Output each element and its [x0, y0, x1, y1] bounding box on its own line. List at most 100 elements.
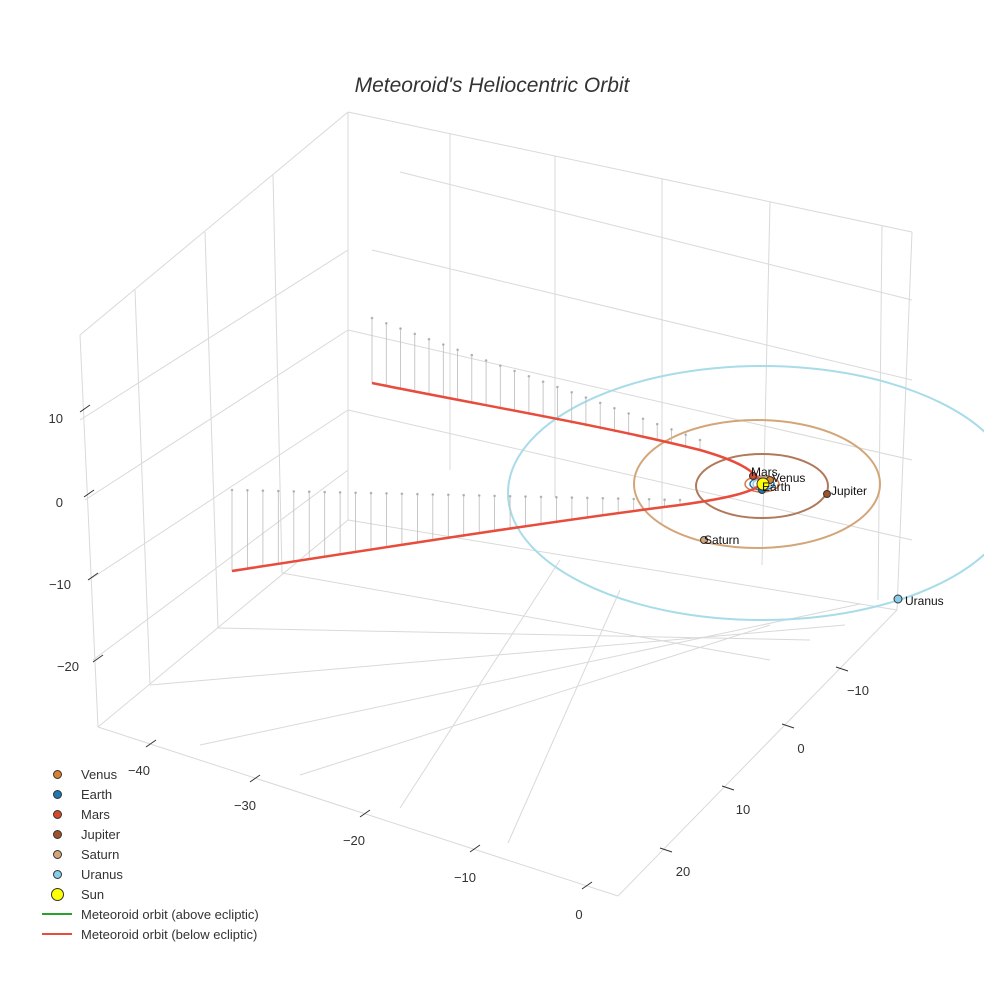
drop-line-tip	[655, 422, 659, 426]
legend-item-uranus[interactable]: Uranus	[40, 864, 259, 884]
sun[interactable]	[756, 477, 770, 491]
drop-line-tip	[261, 489, 265, 493]
drop-line-tip	[627, 412, 630, 415]
planet-saturn[interactable]	[700, 536, 708, 544]
legend-label: Meteoroid orbit (below ecliptic)	[81, 926, 258, 942]
legend-line-below	[42, 933, 72, 935]
drop-line-tip	[698, 438, 702, 442]
drop-line-tip	[678, 498, 682, 502]
x-tick-label: −40	[128, 763, 150, 778]
drop-line-tip	[413, 332, 417, 336]
drop-line-tip	[354, 491, 357, 495]
drop-line-tip	[613, 406, 616, 410]
label-venus: Venus	[772, 471, 805, 485]
drop-line-tip	[570, 496, 574, 499]
drop-line-tip	[385, 492, 388, 495]
drop-line-tip	[484, 359, 488, 362]
orbit-saturn	[633, 419, 881, 549]
drop-line-tip	[230, 488, 234, 492]
drop-line-tip	[555, 495, 558, 499]
y-tick-label: −10	[847, 683, 869, 698]
x-tick-label: 0	[575, 907, 582, 922]
label-jupiter: Jupiter	[831, 484, 867, 498]
legend-label: Earth	[81, 786, 113, 802]
z-tick-label: 10	[49, 411, 63, 426]
drop-line-tip	[524, 495, 527, 498]
drop-line-tip	[369, 491, 373, 495]
drop-line-tip	[456, 348, 459, 352]
drop-line-tip	[323, 490, 327, 494]
y-tick-label: 0	[797, 741, 804, 756]
z-tick-label: −20	[57, 659, 79, 674]
drop-line-tip	[441, 343, 445, 346]
chart-title: Meteoroid's Heliocentric Orbit	[354, 74, 630, 97]
drop-line-tip	[307, 490, 311, 494]
drop-line-tip	[493, 494, 496, 498]
drop-line-tip	[508, 494, 512, 498]
legend-marker-venus	[52, 769, 62, 779]
z-tick-label: −10	[49, 577, 71, 592]
legend-item-meteoroid-below[interactable]: Meteoroid orbit (below ecliptic)	[40, 924, 259, 944]
drop-line-tip	[601, 496, 605, 500]
legend-marker-earth	[52, 789, 62, 799]
drop-line-tip	[513, 369, 516, 373]
legend-item-earth[interactable]: Earth	[40, 784, 259, 804]
x-tick-label: −20	[343, 833, 365, 848]
drop-line-tip	[663, 498, 666, 502]
drop-line-tip	[446, 493, 450, 497]
planet-mars[interactable]	[749, 472, 757, 480]
legend-marker-uranus	[52, 869, 62, 879]
legend-item-meteoroid-above[interactable]: Meteoroid orbit (above ecliptic)	[40, 904, 259, 924]
y-tick-label: 20	[676, 864, 690, 879]
label-saturn: Saturn	[704, 533, 739, 547]
planet-uranus[interactable]	[893, 594, 903, 604]
legend-item-saturn[interactable]: Saturn	[40, 844, 259, 864]
drop-line-tip	[462, 493, 466, 497]
legend-line-above	[42, 913, 72, 915]
legend-marker-saturn	[52, 849, 62, 859]
legend-label: Saturn	[81, 846, 120, 862]
legend-item-venus[interactable]: Venus	[40, 764, 259, 784]
legend-label: Meteoroid orbit (above ecliptic)	[81, 906, 259, 922]
meteoroid-orbit-below-upper-branch[interactable]	[371, 381, 764, 485]
legend-marker-mars	[52, 809, 62, 819]
drop-line-tip	[338, 491, 342, 494]
drop-line-tip	[556, 385, 559, 389]
planet-jupiter[interactable]	[823, 490, 831, 498]
y-tick-label: 10	[736, 802, 750, 817]
meteoroid-orbit-below-lower-branch[interactable]	[231, 482, 763, 573]
drop-line-tip	[470, 353, 474, 357]
drop-line-tip	[431, 493, 435, 496]
drop-line-tip	[647, 497, 651, 501]
drop-line-tip	[684, 433, 687, 437]
drop-line-tip	[598, 401, 602, 405]
drop-line-tip	[498, 364, 502, 368]
drop-line-tip	[541, 380, 545, 384]
legend-label: Jupiter	[81, 826, 121, 842]
drop-line-tip	[570, 390, 573, 394]
drop-line-tip	[527, 374, 531, 378]
label-earth: Earth	[762, 480, 791, 494]
legend-label: Mars	[81, 806, 110, 822]
drop-line-tip	[370, 316, 374, 320]
legend-item-mars[interactable]: Mars	[40, 804, 259, 824]
meteoroid-drop-lines	[230, 316, 702, 571]
drop-line-tip	[616, 497, 620, 500]
drop-line-tip	[477, 494, 481, 497]
drop-line-tip	[539, 495, 543, 499]
orbit-jupiter	[695, 453, 829, 519]
legend-item-sun[interactable]: Sun	[40, 884, 259, 904]
drop-line-tip	[632, 497, 635, 501]
drop-line-tip	[276, 489, 280, 493]
drop-line-tip	[584, 396, 588, 399]
label-uranus: Uranus	[905, 594, 944, 608]
axis-tick-marks	[79, 404, 849, 890]
x-tick-label: −10	[454, 870, 476, 885]
x-tick-label: −30	[234, 798, 256, 813]
drop-line-tip	[416, 492, 419, 496]
legend-label: Uranus	[81, 866, 123, 882]
legend-label: Venus	[81, 766, 118, 782]
orbit-uranus	[507, 365, 984, 621]
legend-item-jupiter[interactable]: Jupiter	[40, 824, 259, 844]
